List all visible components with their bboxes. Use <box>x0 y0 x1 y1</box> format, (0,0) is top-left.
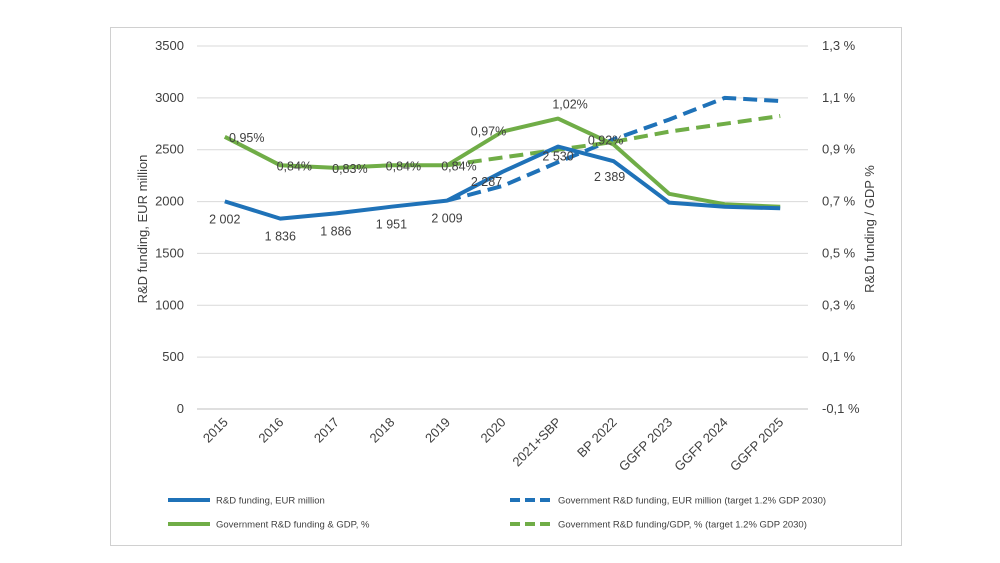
series-line-0 <box>224 144 781 221</box>
x-tick-label: 2017 <box>311 415 342 446</box>
x-tick-label: GGFP 2025 <box>727 415 786 474</box>
y2-tick-label: 0,9 % <box>822 142 856 157</box>
y-tick-label: 2000 <box>155 194 184 209</box>
x-tick-label: 2020 <box>478 415 509 446</box>
gridlines <box>197 45 808 410</box>
y2-tick-label: 0,5 % <box>822 245 856 260</box>
x-axis: 2015 2016 2017 2018 2019 2020 2021+SBP BP 2022G… <box>200 415 787 474</box>
data-label: 0,83% <box>332 162 367 176</box>
data-label: 2 287 <box>471 175 502 189</box>
y-tick-label: 1500 <box>155 245 184 260</box>
y-tick-label: 3500 <box>155 38 184 53</box>
data-label: 1 951 <box>376 218 407 232</box>
legend-label: Government R&D funding & GDP, % <box>216 520 370 531</box>
series-line-2 <box>223 116 781 209</box>
x-tick-label: GGFP 2023 <box>616 415 675 474</box>
data-label: 0,84% <box>277 159 312 173</box>
data-labels: 2 002 1 836 1 886 1 951 2 009 2 287 2 530 2 389… <box>209 98 625 244</box>
y2-tick-label: 1,3 % <box>822 38 856 53</box>
y-tick-label: 1000 <box>155 297 184 312</box>
series-lines <box>223 95 781 221</box>
x-tick-label: 2019 <box>422 415 453 446</box>
data-label: 2 530 <box>542 150 573 164</box>
y2-tick-label: -0,1 % <box>822 401 860 416</box>
x-tick-label: 2016 <box>255 415 286 446</box>
chart-frame <box>110 27 902 546</box>
legend-label: Government R&D funding/GDP, % (target 1.… <box>558 520 807 531</box>
x-tick-label: BP 2022 <box>574 415 620 461</box>
y2-tick-label: 0,1 % <box>822 349 856 364</box>
data-label: 0,92% <box>588 134 623 148</box>
y-tick-label: 0 <box>177 401 184 416</box>
series-line-3 <box>446 114 781 168</box>
legend-label: Government R&D funding, EUR million (tar… <box>558 496 826 507</box>
series-line-1 <box>446 95 781 203</box>
y-axis-title: R&D funding, EUR million <box>135 155 150 304</box>
data-label: 2 002 <box>209 212 240 226</box>
y2-tick-label: 0,7 % <box>822 194 856 209</box>
x-tick-label: 2015 <box>200 415 231 446</box>
y-tick-label: 3000 <box>155 90 184 105</box>
y-tick-label: 500 <box>162 349 184 364</box>
legend-label: R&D funding, EUR million <box>216 496 325 507</box>
y-axis-right: -0,1 % 0,1 % 0,3 % 0,5 % 0,7 % 0,9 % 1,1 % 1,3 … <box>822 38 860 416</box>
data-label: 0,95% <box>229 131 264 145</box>
data-label: 1 836 <box>265 230 296 244</box>
data-label: 1,02% <box>552 98 587 112</box>
data-label: 2 009 <box>431 212 462 226</box>
data-label: 1 886 <box>320 224 351 238</box>
x-tick-label: GGFP 2024 <box>671 415 730 474</box>
data-label: 0,84% <box>386 159 421 173</box>
y-axis-left: 0 500 1000 1500 2000 2500 3000 3500 <box>155 38 184 416</box>
data-label: 0,84% <box>441 159 476 173</box>
x-tick-label: 2018 <box>366 415 397 446</box>
x-tick-label: 2021+SBP <box>509 415 564 470</box>
y2-tick-label: 0,3 % <box>822 297 856 312</box>
data-label: 2 389 <box>594 170 625 184</box>
y2-tick-label: 1,1 % <box>822 90 856 105</box>
legend: R&D funding, EUR million Government R&D f… <box>168 496 826 531</box>
data-label: 0,97% <box>471 125 506 139</box>
y2-axis-title: R&D funding / GDP % <box>862 165 877 293</box>
y-tick-label: 2500 <box>155 142 184 157</box>
